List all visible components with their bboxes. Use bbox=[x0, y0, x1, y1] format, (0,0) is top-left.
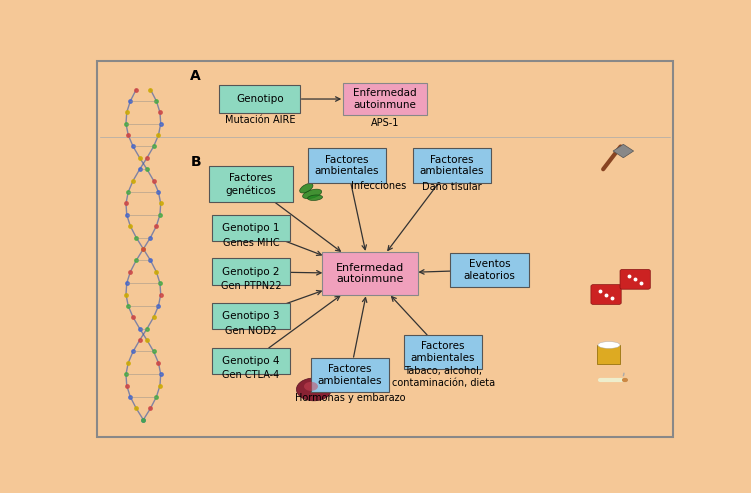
Text: Enfermedad
autoinmune: Enfermedad autoinmune bbox=[336, 263, 405, 284]
Circle shape bbox=[297, 378, 331, 401]
FancyBboxPatch shape bbox=[212, 303, 291, 329]
Ellipse shape bbox=[303, 189, 321, 199]
Text: Genotipo 4: Genotipo 4 bbox=[222, 356, 280, 366]
FancyBboxPatch shape bbox=[404, 335, 482, 369]
Ellipse shape bbox=[308, 195, 322, 201]
FancyBboxPatch shape bbox=[451, 253, 529, 287]
Text: Gen NOD2: Gen NOD2 bbox=[225, 325, 277, 336]
FancyBboxPatch shape bbox=[212, 348, 291, 374]
FancyBboxPatch shape bbox=[412, 148, 491, 182]
FancyBboxPatch shape bbox=[620, 270, 650, 289]
Text: Factores
ambientales: Factores ambientales bbox=[411, 342, 475, 363]
FancyBboxPatch shape bbox=[212, 258, 291, 285]
Text: Factores
ambientales: Factores ambientales bbox=[315, 155, 379, 176]
Text: APS-1: APS-1 bbox=[371, 118, 399, 128]
FancyBboxPatch shape bbox=[311, 358, 389, 392]
Text: Genotipo 3: Genotipo 3 bbox=[222, 311, 280, 321]
Text: Gen CTLA-4: Gen CTLA-4 bbox=[222, 370, 279, 381]
FancyBboxPatch shape bbox=[322, 252, 418, 295]
Circle shape bbox=[304, 382, 318, 391]
FancyBboxPatch shape bbox=[212, 215, 291, 242]
Text: Factores
ambientales: Factores ambientales bbox=[318, 364, 382, 386]
FancyBboxPatch shape bbox=[342, 83, 427, 115]
Text: Hormonas y embarazo: Hormonas y embarazo bbox=[294, 393, 406, 403]
Text: Infecciones: Infecciones bbox=[351, 180, 407, 191]
Text: Factores
ambientales: Factores ambientales bbox=[420, 155, 484, 176]
Text: Factores
genéticos: Factores genéticos bbox=[225, 174, 276, 196]
FancyBboxPatch shape bbox=[308, 148, 386, 182]
Bar bbox=[613, 144, 634, 158]
FancyBboxPatch shape bbox=[209, 167, 293, 203]
Ellipse shape bbox=[300, 183, 313, 193]
FancyBboxPatch shape bbox=[597, 345, 620, 364]
Text: Genotipo 1: Genotipo 1 bbox=[222, 223, 280, 233]
Ellipse shape bbox=[598, 342, 620, 349]
FancyBboxPatch shape bbox=[591, 284, 621, 304]
Text: Genes MHC: Genes MHC bbox=[223, 238, 279, 247]
Text: Genotipo 2: Genotipo 2 bbox=[222, 267, 280, 277]
Text: Eventos
aleatorios: Eventos aleatorios bbox=[463, 259, 516, 281]
Text: Genotipo: Genotipo bbox=[236, 94, 284, 104]
Text: Mutación AIRE: Mutación AIRE bbox=[225, 115, 295, 125]
Text: Enfermedad
autoinmune: Enfermedad autoinmune bbox=[353, 88, 417, 110]
Text: B: B bbox=[191, 155, 201, 169]
FancyBboxPatch shape bbox=[219, 85, 300, 113]
Text: Gen PTPN22: Gen PTPN22 bbox=[221, 281, 282, 291]
Text: A: A bbox=[190, 69, 201, 83]
Text: Tabaco, alcohol,
contaminación, dieta: Tabaco, alcohol, contaminación, dieta bbox=[391, 366, 495, 387]
Text: Daño tisular: Daño tisular bbox=[422, 182, 481, 192]
